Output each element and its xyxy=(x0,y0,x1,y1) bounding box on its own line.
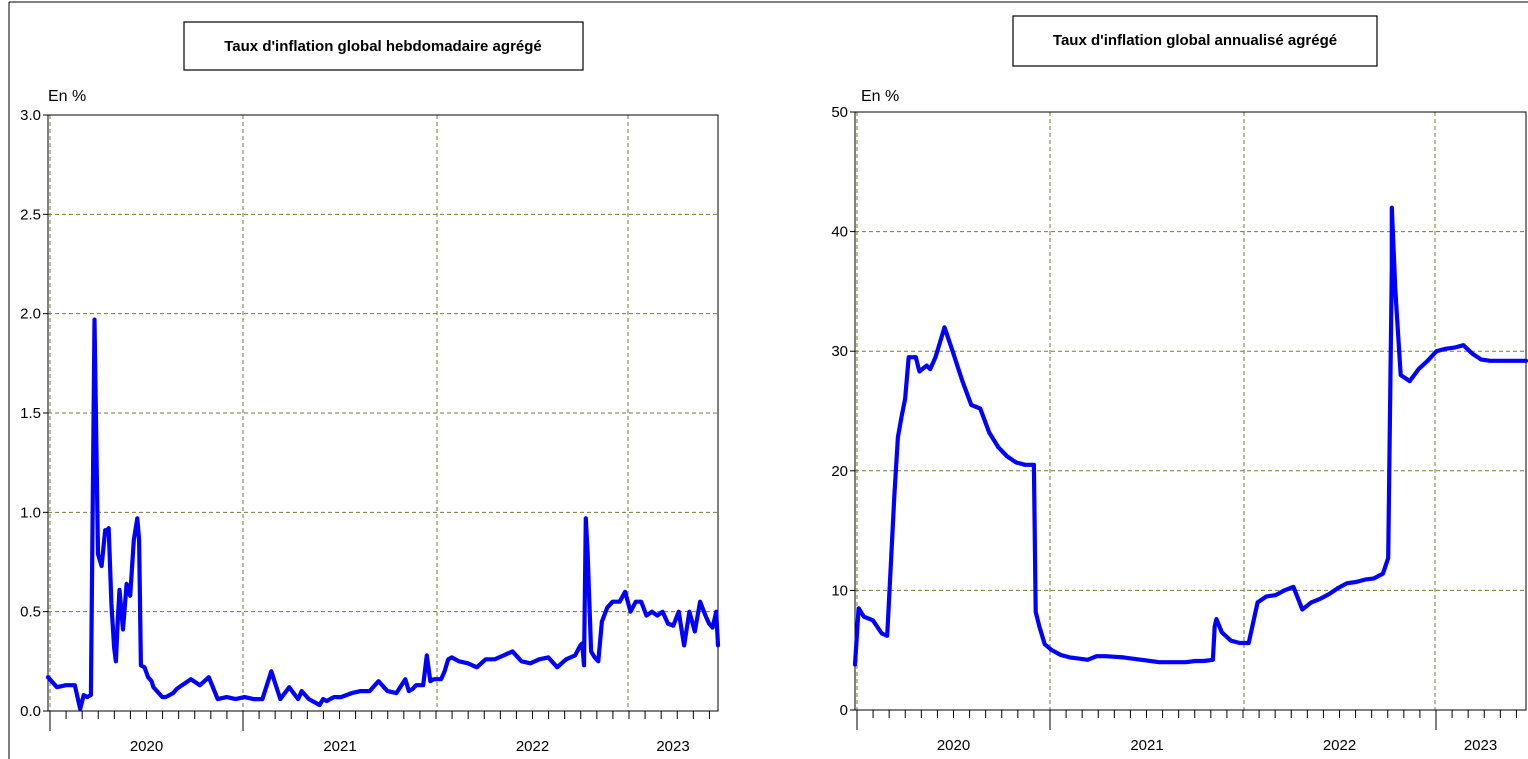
y-tick-label: 30 xyxy=(831,343,848,360)
x-tick-label: 2022 xyxy=(1323,737,1356,754)
chart-title-box xyxy=(183,21,584,71)
plot-frame xyxy=(854,111,1527,711)
chart-weekly-inflation: Taux d'inflation global hebdomadaire agr… xyxy=(20,21,721,755)
chart-title-box xyxy=(1012,15,1378,67)
x-tick-label: 2023 xyxy=(656,738,689,755)
y-tick-label: 1.5 xyxy=(20,405,41,422)
y-tick-label: 50 xyxy=(831,104,848,121)
y-tick-label: 3.0 xyxy=(20,107,41,124)
x-tick-label: 2023 xyxy=(1464,737,1497,754)
grid-lines xyxy=(855,112,1526,710)
x-axis: 2020 2021 2022 2023 xyxy=(49,711,710,755)
y-tick-label: 2.5 xyxy=(20,206,41,223)
x-tick-label: 2021 xyxy=(323,738,356,755)
y-axis: 0.0 0.5 1.0 1.5 2.0 2.5 3.0 xyxy=(20,107,48,720)
y-axis-unit-label: En % xyxy=(48,88,86,105)
y-tick-label: 0.0 xyxy=(20,703,41,720)
y-tick-label: 0 xyxy=(840,702,848,719)
y-tick-label: 2.0 xyxy=(20,306,41,323)
x-tick-label: 2021 xyxy=(1130,737,1163,754)
y-tick-label: 10 xyxy=(831,582,848,599)
y-tick-label: 1.0 xyxy=(20,504,41,521)
x-tick-label: 2020 xyxy=(130,738,163,755)
y-axis: 0 10 20 30 40 50 xyxy=(831,104,855,719)
y-tick-label: 0.5 xyxy=(20,604,41,621)
chart-title: Taux d'inflation global hebdomadaire agr… xyxy=(224,38,542,55)
x-axis: 2020 2021 2022 2023 xyxy=(856,710,1517,754)
series-line-weekly-inflation xyxy=(45,317,721,712)
y-axis-unit-label: En % xyxy=(861,88,899,105)
chart-title: Taux d'inflation global annualisé agrégé xyxy=(1053,32,1337,49)
y-tick-label: 40 xyxy=(831,224,848,241)
y-tick-label: 20 xyxy=(831,463,848,480)
x-tick-label: 2022 xyxy=(516,738,549,755)
x-tick-label: 2020 xyxy=(937,737,970,754)
series-line-annualized-inflation xyxy=(852,205,1528,667)
chart-annualized-inflation: Taux d'inflation global annualisé agrégé… xyxy=(831,15,1528,754)
grid-lines xyxy=(48,115,718,711)
